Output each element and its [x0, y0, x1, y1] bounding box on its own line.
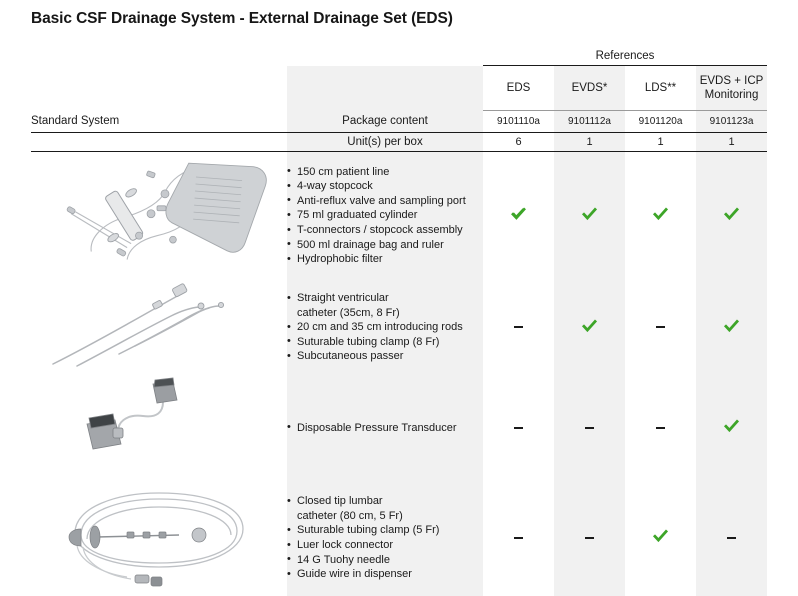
package-content-label: Package content — [287, 110, 483, 133]
list-item: Closed tip lumbar catheter (80 cm, 5 Fr) — [287, 494, 483, 523]
external-drainage-set-photo — [31, 152, 287, 280]
column-header-eds: EDS — [483, 65, 554, 111]
column-header-eds-line1: EDS — [506, 82, 531, 94]
list-item: 150 cm patient line — [287, 164, 483, 180]
page-title: Basic CSF Drainage System - External Dra… — [31, 10, 453, 27]
package-content-list: Closed tip lumbar catheter (80 cm, 5 Fr)… — [287, 494, 483, 582]
units-per-box-evds: 1 — [554, 132, 625, 152]
list-item: Disposable Pressure Transducer — [287, 420, 483, 436]
reference-numbers-row: Standard System Package content 9101110a… — [31, 110, 767, 133]
standard-system-label: Standard System — [31, 110, 287, 133]
not-included-dash-icon — [514, 426, 523, 429]
units-per-box-lds: 1 — [625, 132, 696, 152]
pressure-transducer-photo — [31, 376, 287, 481]
references-header-label: References — [483, 48, 767, 66]
availability-cell-eds — [483, 152, 554, 280]
product-comparison-table: References EDS EVDS* LDS** EVDS + ICP Mo… — [31, 48, 767, 596]
units-per-box-eds: 6 — [483, 132, 554, 152]
reference-number-eds: 9101110a — [483, 110, 554, 133]
availability-cell-evds — [554, 279, 625, 376]
list-item: 75 ml graduated cylinder — [287, 208, 483, 223]
availability-cell-evds-icp — [696, 480, 767, 596]
column-header-evds: EVDS* — [554, 65, 625, 111]
table-row: Closed tip lumbar catheter (80 cm, 5 Fr)… — [31, 480, 767, 596]
package-content-cell: Closed tip lumbar catheter (80 cm, 5 Fr)… — [287, 480, 483, 596]
not-included-dash-icon — [585, 426, 594, 429]
ventricular-catheter-photo — [31, 280, 287, 376]
package-content-cell: Straight ventricular catheter (35cm, 8 F… — [287, 279, 483, 376]
lumbar-catheter-photo — [31, 481, 287, 596]
list-item: Hydrophobic filter — [287, 252, 483, 267]
check-icon — [652, 206, 669, 221]
units-per-box-evds-icp: 1 — [696, 132, 767, 152]
list-item: 500 ml drainage bag and ruler — [287, 237, 483, 253]
check-icon — [652, 528, 669, 543]
not-included-dash-icon — [727, 536, 736, 539]
not-included-dash-icon — [585, 536, 594, 539]
availability-cell-evds — [554, 151, 625, 280]
availability-cell-evds-icp — [696, 151, 767, 280]
package-content-cell: 150 cm patient line 4-way stopcock Anti-… — [287, 151, 483, 280]
availability-cell-evds — [554, 375, 625, 481]
check-icon — [510, 206, 527, 221]
table-row: Straight ventricular catheter (35cm, 8 F… — [31, 279, 767, 376]
reference-number-lds: 9101120a — [625, 110, 696, 133]
availability-cell-lds — [625, 280, 696, 376]
not-included-dash-icon — [514, 326, 523, 329]
package-content-cell: Disposable Pressure Transducer — [287, 375, 483, 481]
column-header-evds-icp-line1: EVDS + ICP — [699, 75, 764, 87]
column-header-evds-line1: EVDS* — [571, 82, 608, 94]
availability-cell-eds — [483, 481, 554, 596]
list-item: Anti-reflux valve and sampling port — [287, 193, 483, 209]
column-header-lds: LDS** — [625, 65, 696, 111]
list-item: 20 cm and 35 cm introducing rods — [287, 320, 483, 335]
availability-cell-evds-icp — [696, 279, 767, 376]
list-item: Suturable tubing clamp (5 Fr) — [287, 523, 483, 538]
column-header-lds-line1: LDS** — [644, 82, 677, 94]
reference-number-evds-icp: 9101123a — [696, 110, 767, 133]
check-icon — [581, 318, 598, 333]
list-item: Straight ventricular catheter (35cm, 8 F… — [287, 291, 483, 320]
product-image-cell — [31, 376, 287, 481]
not-included-dash-icon — [656, 426, 665, 429]
check-icon — [581, 206, 598, 221]
list-item: Luer lock connector — [287, 538, 483, 553]
table-row: 150 cm patient line 4-way stopcock Anti-… — [31, 151, 767, 280]
product-comparison-page: Basic CSF Drainage System - External Dra… — [0, 0, 798, 579]
list-item: Subcutaneous passer — [287, 349, 483, 364]
list-item: Guide wire in dispenser — [287, 567, 483, 582]
list-item: 4-way stopcock — [287, 179, 483, 194]
availability-cell-eds — [483, 280, 554, 376]
product-image-cell — [31, 481, 287, 596]
list-item: 14 G Tuohy needle — [287, 552, 483, 568]
check-icon — [723, 318, 740, 333]
availability-cell-evds-icp — [696, 375, 767, 481]
check-icon — [723, 418, 740, 433]
list-item: T-connectors / stopcock assembly — [287, 223, 483, 238]
product-image-cell — [31, 280, 287, 376]
availability-cell-lds — [625, 481, 696, 596]
availability-cell-lds — [625, 152, 696, 280]
units-per-box-row: Unit(s) per box 6 1 1 1 — [31, 132, 767, 152]
not-included-dash-icon — [656, 326, 665, 329]
package-content-list: 150 cm patient line 4-way stopcock Anti-… — [287, 164, 483, 267]
table-row: Disposable Pressure Transducer — [31, 375, 767, 481]
product-image-cell — [31, 152, 287, 280]
check-icon — [723, 206, 740, 221]
column-header-evds-icp: EVDS + ICP Monitoring — [696, 65, 767, 111]
units-per-box-label: Unit(s) per box — [287, 132, 483, 152]
package-content-list: Straight ventricular catheter (35cm, 8 F… — [287, 291, 483, 364]
availability-cell-lds — [625, 376, 696, 481]
column-names-row: EDS EVDS* LDS** EVDS + ICP Monitoring — [31, 65, 767, 111]
package-content-list: Disposable Pressure Transducer — [287, 420, 483, 436]
column-header-evds-icp-line2: Monitoring — [704, 89, 759, 101]
reference-number-evds: 9101112a — [554, 110, 625, 133]
list-item: Suturable tubing clamp (8 Fr) — [287, 334, 483, 350]
not-included-dash-icon — [514, 536, 523, 539]
availability-cell-evds — [554, 480, 625, 596]
availability-cell-eds — [483, 376, 554, 481]
references-header-row: References — [31, 48, 767, 66]
